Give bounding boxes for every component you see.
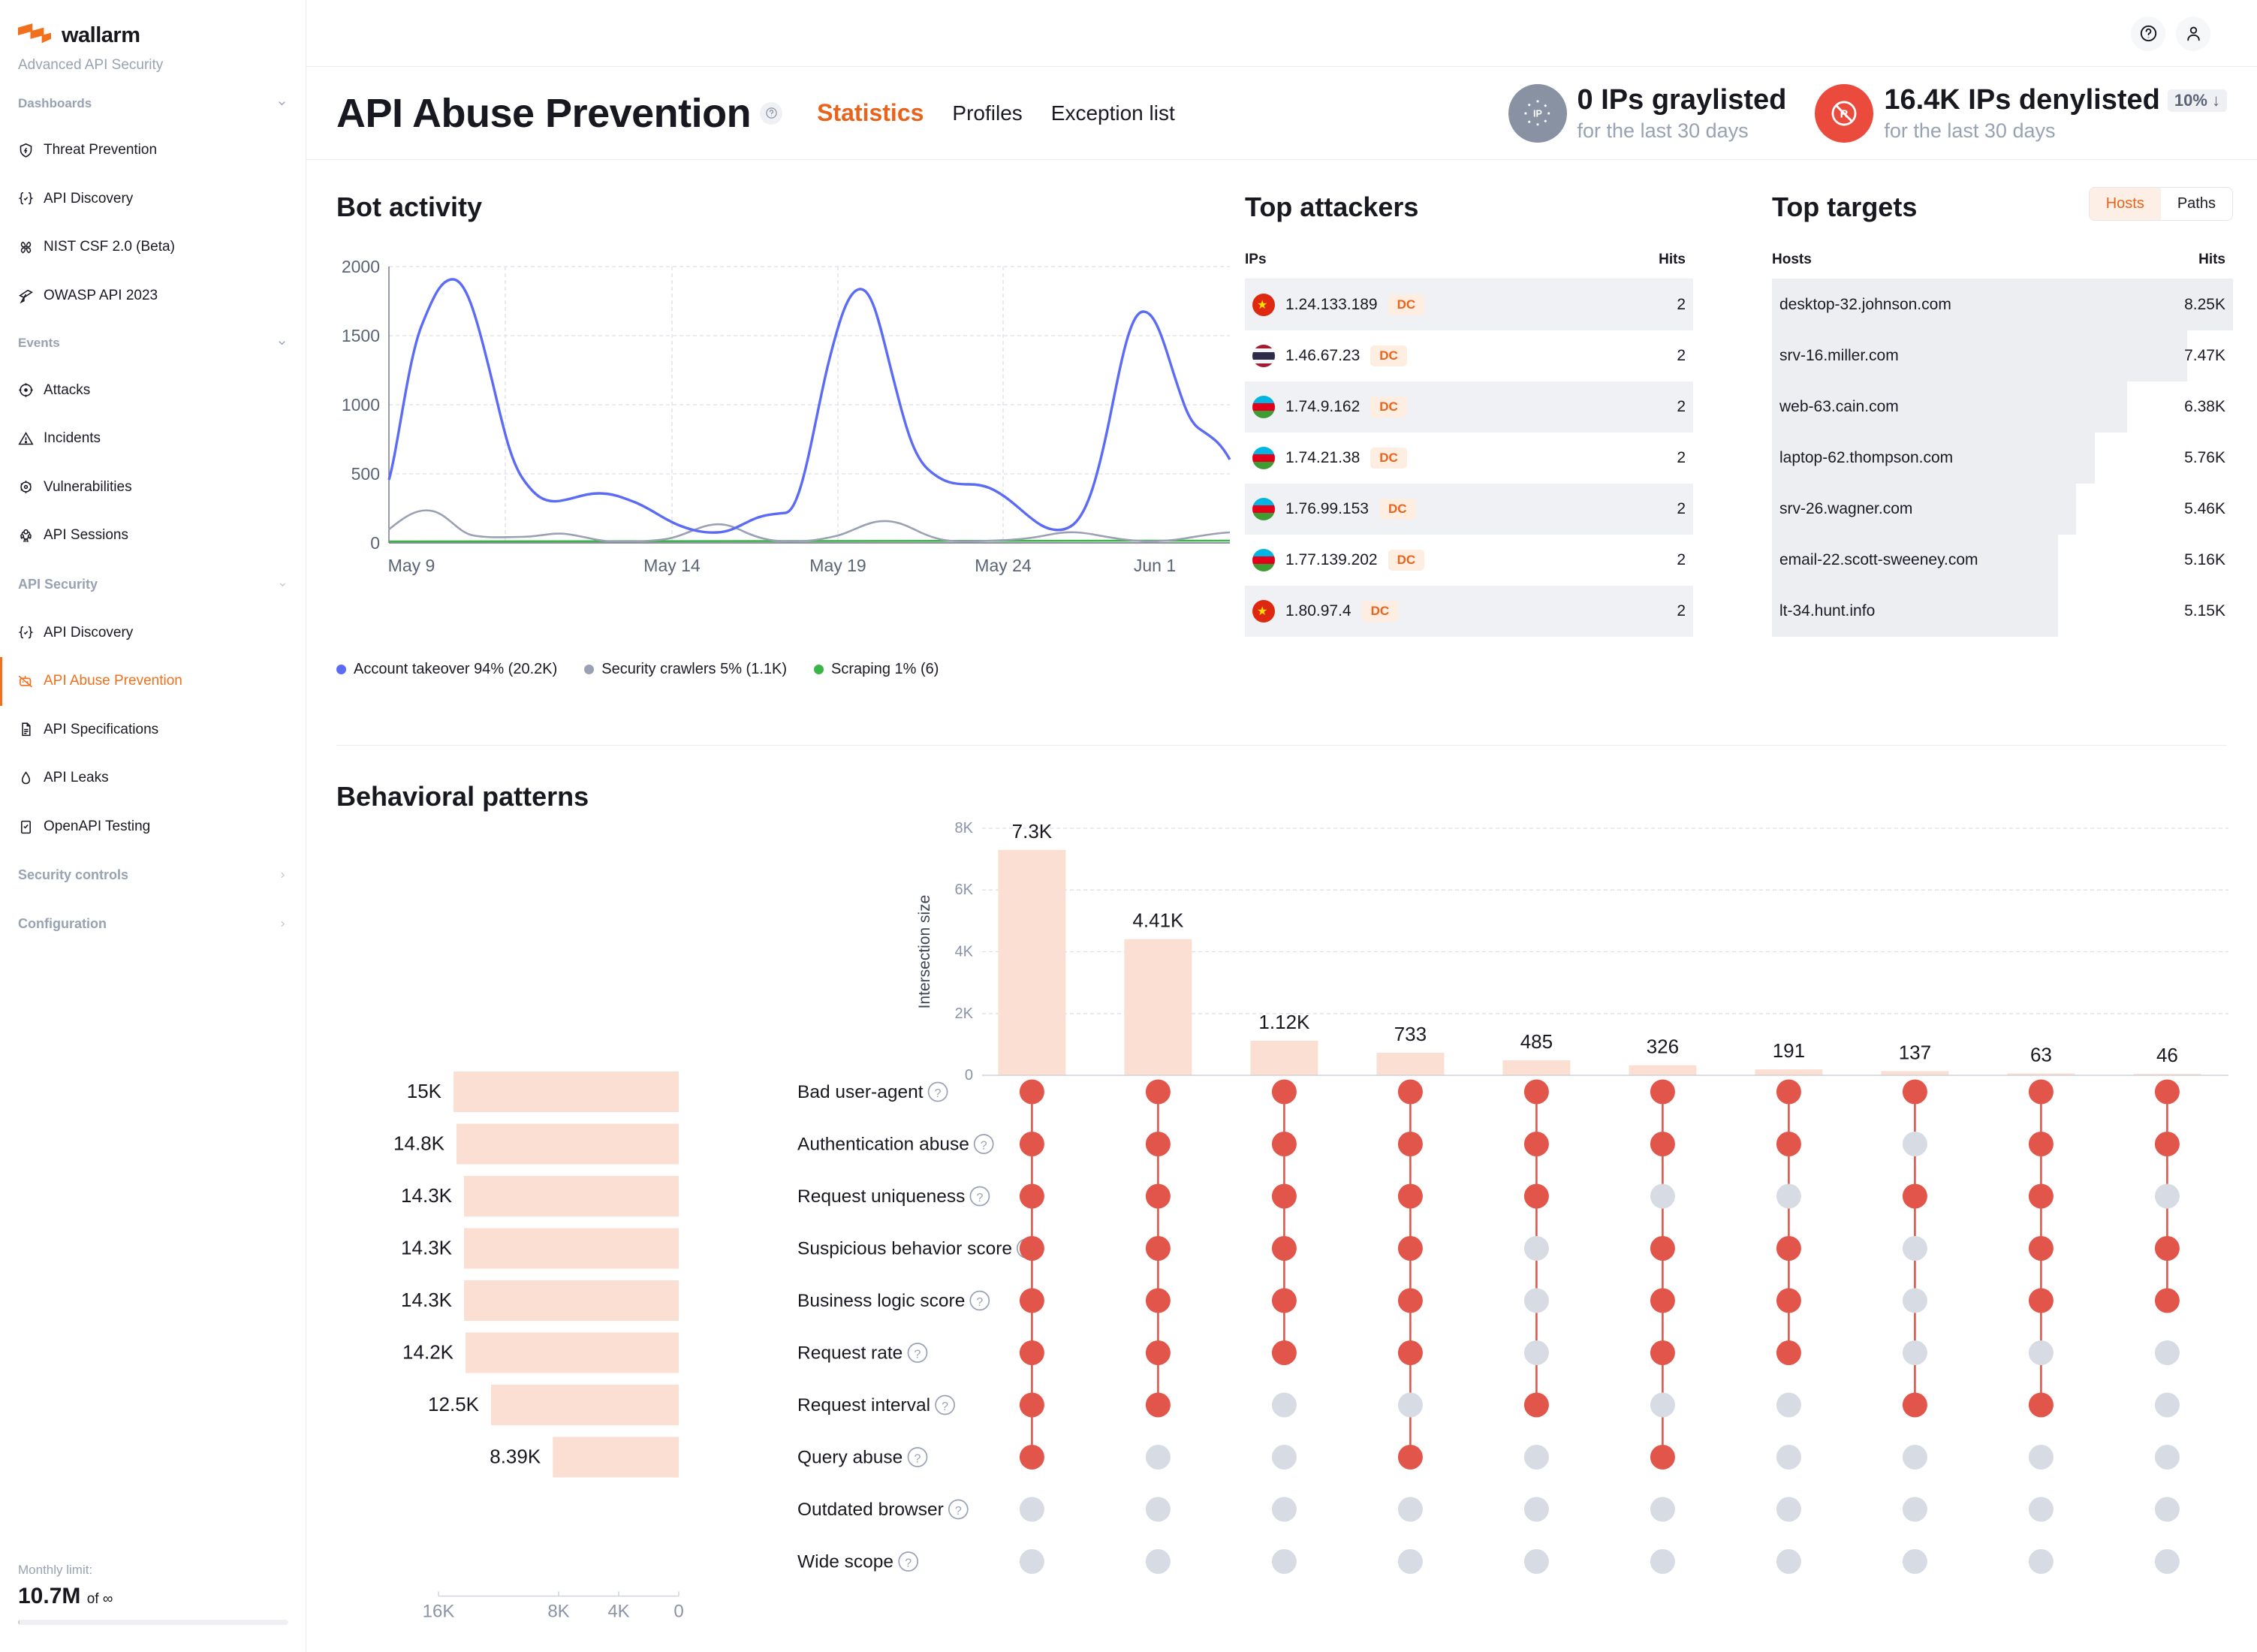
svg-text:?: ? — [942, 1400, 948, 1413]
svg-text:46: 46 — [2156, 1044, 2178, 1066]
svg-text:14.3K: 14.3K — [401, 1289, 453, 1311]
svg-text:?: ? — [915, 1349, 921, 1361]
svg-text:Suspicious behavior score: Suspicious behavior score — [797, 1239, 1012, 1259]
svg-text:Jun 1: Jun 1 — [1134, 556, 1176, 575]
svg-text:May 19: May 19 — [809, 556, 866, 575]
svg-text:May 9: May 9 — [388, 556, 435, 575]
svg-text:6K: 6K — [955, 882, 974, 898]
svg-text:Outdated browser: Outdated browser — [797, 1500, 944, 1520]
svg-text:?: ? — [955, 1505, 962, 1518]
svg-text:Query abuse: Query abuse — [797, 1448, 902, 1468]
svg-text:4K: 4K — [607, 1602, 629, 1622]
svg-text:?: ? — [935, 1087, 942, 1100]
svg-text:8.39K: 8.39K — [490, 1446, 541, 1468]
svg-text:4K: 4K — [955, 944, 974, 960]
svg-text:1000: 1000 — [342, 395, 380, 415]
svg-text:?: ? — [915, 1453, 921, 1466]
svg-text:15K: 15K — [407, 1080, 442, 1102]
svg-text:Request rate: Request rate — [797, 1343, 902, 1364]
svg-text:2000: 2000 — [342, 257, 380, 276]
svg-text:IP: IP — [1533, 109, 1542, 119]
svg-text:?: ? — [976, 1296, 983, 1309]
svg-text:Intersection size: Intersection size — [916, 895, 933, 1009]
svg-text:Request interval: Request interval — [797, 1395, 930, 1415]
svg-text:Wide scope: Wide scope — [797, 1552, 893, 1572]
svg-text:733: 733 — [1394, 1023, 1427, 1045]
svg-text:2K: 2K — [955, 1005, 974, 1022]
svg-text:Authentication abuse: Authentication abuse — [797, 1135, 969, 1155]
svg-text:1.12K: 1.12K — [1258, 1011, 1310, 1033]
svg-text:191: 191 — [1773, 1039, 1805, 1062]
svg-text:16K: 16K — [423, 1602, 455, 1622]
svg-text:0: 0 — [965, 1067, 973, 1084]
svg-text:Business logic score: Business logic score — [797, 1291, 965, 1311]
svg-text:7.3K: 7.3K — [1012, 820, 1053, 843]
svg-text:137: 137 — [1899, 1041, 1931, 1063]
svg-text:?: ? — [976, 1192, 983, 1204]
svg-text:0: 0 — [370, 533, 380, 553]
svg-text:1500: 1500 — [342, 326, 380, 345]
svg-text:May 14: May 14 — [643, 556, 701, 575]
svg-text:8K: 8K — [547, 1602, 569, 1622]
svg-text:May 24: May 24 — [975, 556, 1032, 575]
svg-text:485: 485 — [1520, 1030, 1553, 1053]
svg-text:?: ? — [981, 1140, 987, 1153]
svg-text:12.5K: 12.5K — [428, 1393, 480, 1415]
svg-text:4.41K: 4.41K — [1132, 909, 1184, 932]
svg-text:?: ? — [905, 1557, 912, 1570]
svg-text:63: 63 — [2030, 1043, 2052, 1066]
svg-text:14.8K: 14.8K — [393, 1132, 445, 1155]
svg-text:14.2K: 14.2K — [402, 1341, 454, 1364]
svg-text:Bad user-agent: Bad user-agent — [797, 1082, 924, 1102]
svg-text:500: 500 — [351, 464, 380, 484]
svg-text:326: 326 — [1647, 1036, 1679, 1058]
svg-text:8K: 8K — [955, 820, 974, 837]
svg-text:14.3K: 14.3K — [401, 1184, 453, 1207]
svg-text:Request uniqueness: Request uniqueness — [797, 1186, 965, 1207]
svg-text:14.3K: 14.3K — [401, 1237, 453, 1259]
svg-text:0: 0 — [673, 1602, 683, 1622]
